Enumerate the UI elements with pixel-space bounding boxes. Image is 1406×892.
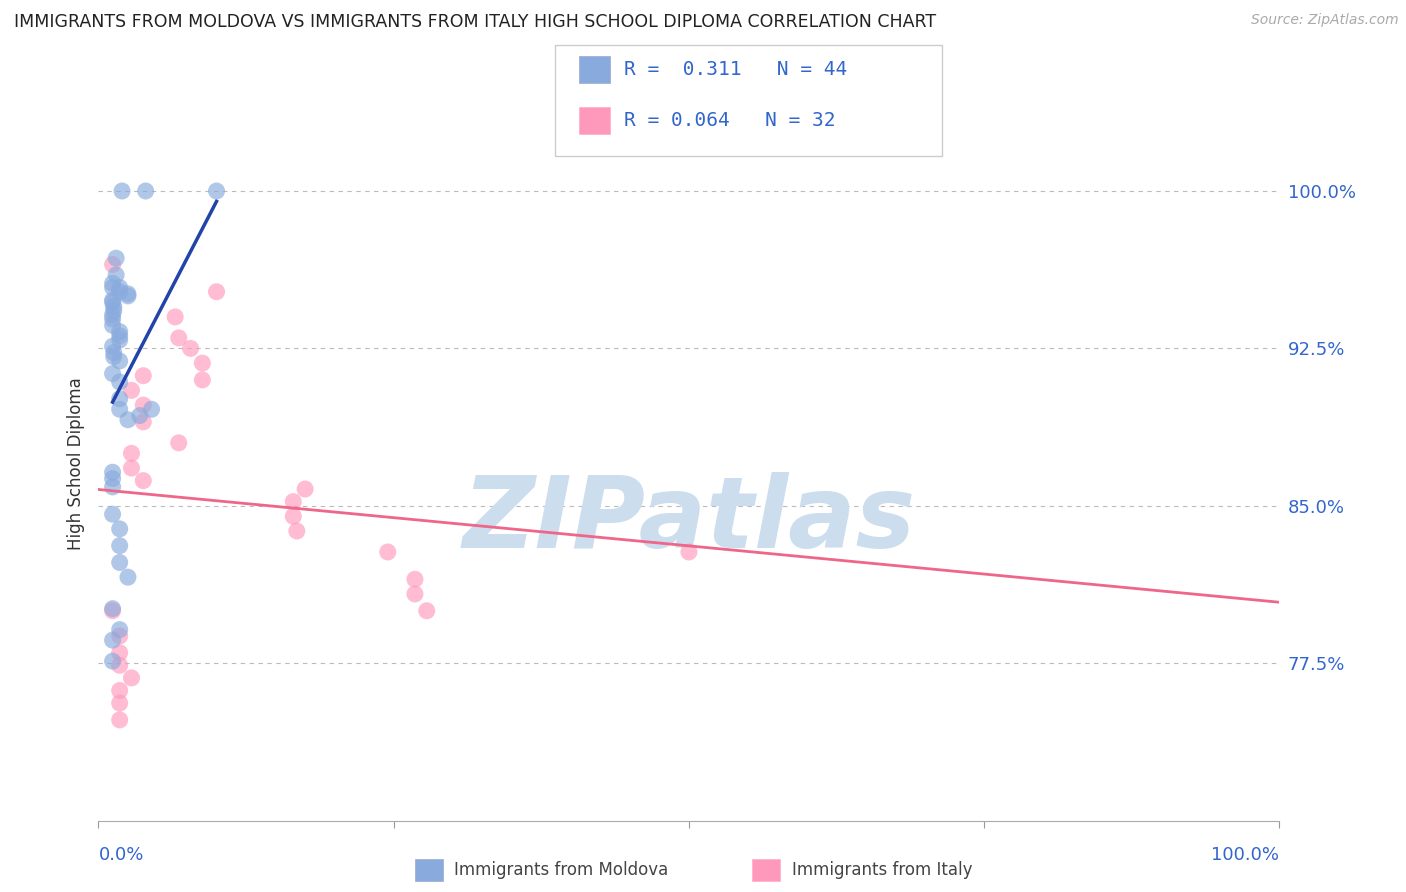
Text: ZIPatlas: ZIPatlas — [463, 473, 915, 569]
Point — [285, 524, 308, 538]
Point — [132, 415, 155, 429]
Point — [101, 277, 124, 291]
Point — [101, 601, 124, 615]
Point — [101, 604, 124, 618]
Point — [101, 308, 124, 322]
Point — [132, 368, 155, 383]
Point — [191, 356, 214, 370]
Point — [132, 398, 155, 412]
Text: Source: ZipAtlas.com: Source: ZipAtlas.com — [1251, 13, 1399, 28]
Point — [101, 465, 124, 479]
Point — [191, 373, 214, 387]
Point — [105, 251, 128, 265]
Point — [101, 633, 124, 648]
Point — [101, 312, 124, 326]
Point — [108, 623, 131, 637]
Point — [121, 446, 143, 460]
Point — [103, 345, 125, 359]
Point — [205, 285, 228, 299]
Point — [101, 471, 124, 485]
Point — [180, 342, 202, 356]
Point — [103, 350, 125, 364]
Point — [101, 339, 124, 353]
Point — [108, 556, 131, 570]
Point — [108, 539, 131, 553]
Point — [108, 285, 131, 299]
Y-axis label: High School Diploma: High School Diploma — [66, 377, 84, 550]
Text: 0.0%: 0.0% — [98, 846, 143, 863]
Point — [404, 572, 426, 586]
Point — [283, 494, 305, 508]
Point — [101, 480, 124, 494]
Point — [101, 654, 124, 668]
Point — [108, 713, 131, 727]
Point — [132, 474, 155, 488]
Point — [205, 184, 228, 198]
Point — [294, 482, 316, 496]
Text: R = 0.064   N = 32: R = 0.064 N = 32 — [624, 111, 835, 130]
Point — [108, 328, 131, 343]
Point — [128, 409, 150, 423]
Point — [108, 402, 131, 417]
Point — [103, 303, 125, 318]
Text: Immigrants from Italy: Immigrants from Italy — [792, 861, 972, 880]
Point — [108, 683, 131, 698]
Point — [105, 268, 128, 282]
Point — [108, 354, 131, 368]
Point — [117, 289, 139, 303]
Point — [101, 257, 124, 271]
Point — [135, 184, 157, 198]
Point — [377, 545, 399, 559]
Text: R =  0.311   N = 44: R = 0.311 N = 44 — [624, 60, 848, 79]
Point — [404, 587, 426, 601]
Text: IMMIGRANTS FROM MOLDOVA VS IMMIGRANTS FROM ITALY HIGH SCHOOL DIPLOMA CORRELATION: IMMIGRANTS FROM MOLDOVA VS IMMIGRANTS FR… — [14, 13, 936, 31]
Point — [101, 280, 124, 294]
Point — [103, 300, 125, 314]
Point — [111, 184, 134, 198]
Point — [167, 331, 190, 345]
Point — [108, 375, 131, 389]
Point — [101, 293, 124, 307]
Point — [117, 413, 139, 427]
Point — [101, 367, 124, 381]
Point — [108, 522, 131, 536]
Point — [108, 629, 131, 643]
Point — [678, 545, 700, 559]
Point — [108, 646, 131, 660]
Point — [117, 286, 139, 301]
Point — [108, 658, 131, 673]
Point — [108, 333, 131, 347]
Text: Immigrants from Moldova: Immigrants from Moldova — [454, 861, 668, 880]
Point — [167, 435, 190, 450]
Point — [121, 671, 143, 685]
Point — [101, 507, 124, 521]
Point — [108, 392, 131, 406]
Point — [108, 325, 131, 339]
Point — [283, 509, 305, 524]
Point — [101, 295, 124, 310]
Point — [416, 604, 439, 618]
Point — [121, 384, 143, 398]
Point — [108, 696, 131, 710]
Point — [117, 570, 139, 584]
Point — [141, 402, 163, 417]
Point — [101, 318, 124, 333]
Point — [165, 310, 187, 324]
Point — [121, 461, 143, 475]
Text: 100.0%: 100.0% — [1212, 846, 1279, 863]
Point — [108, 280, 131, 294]
